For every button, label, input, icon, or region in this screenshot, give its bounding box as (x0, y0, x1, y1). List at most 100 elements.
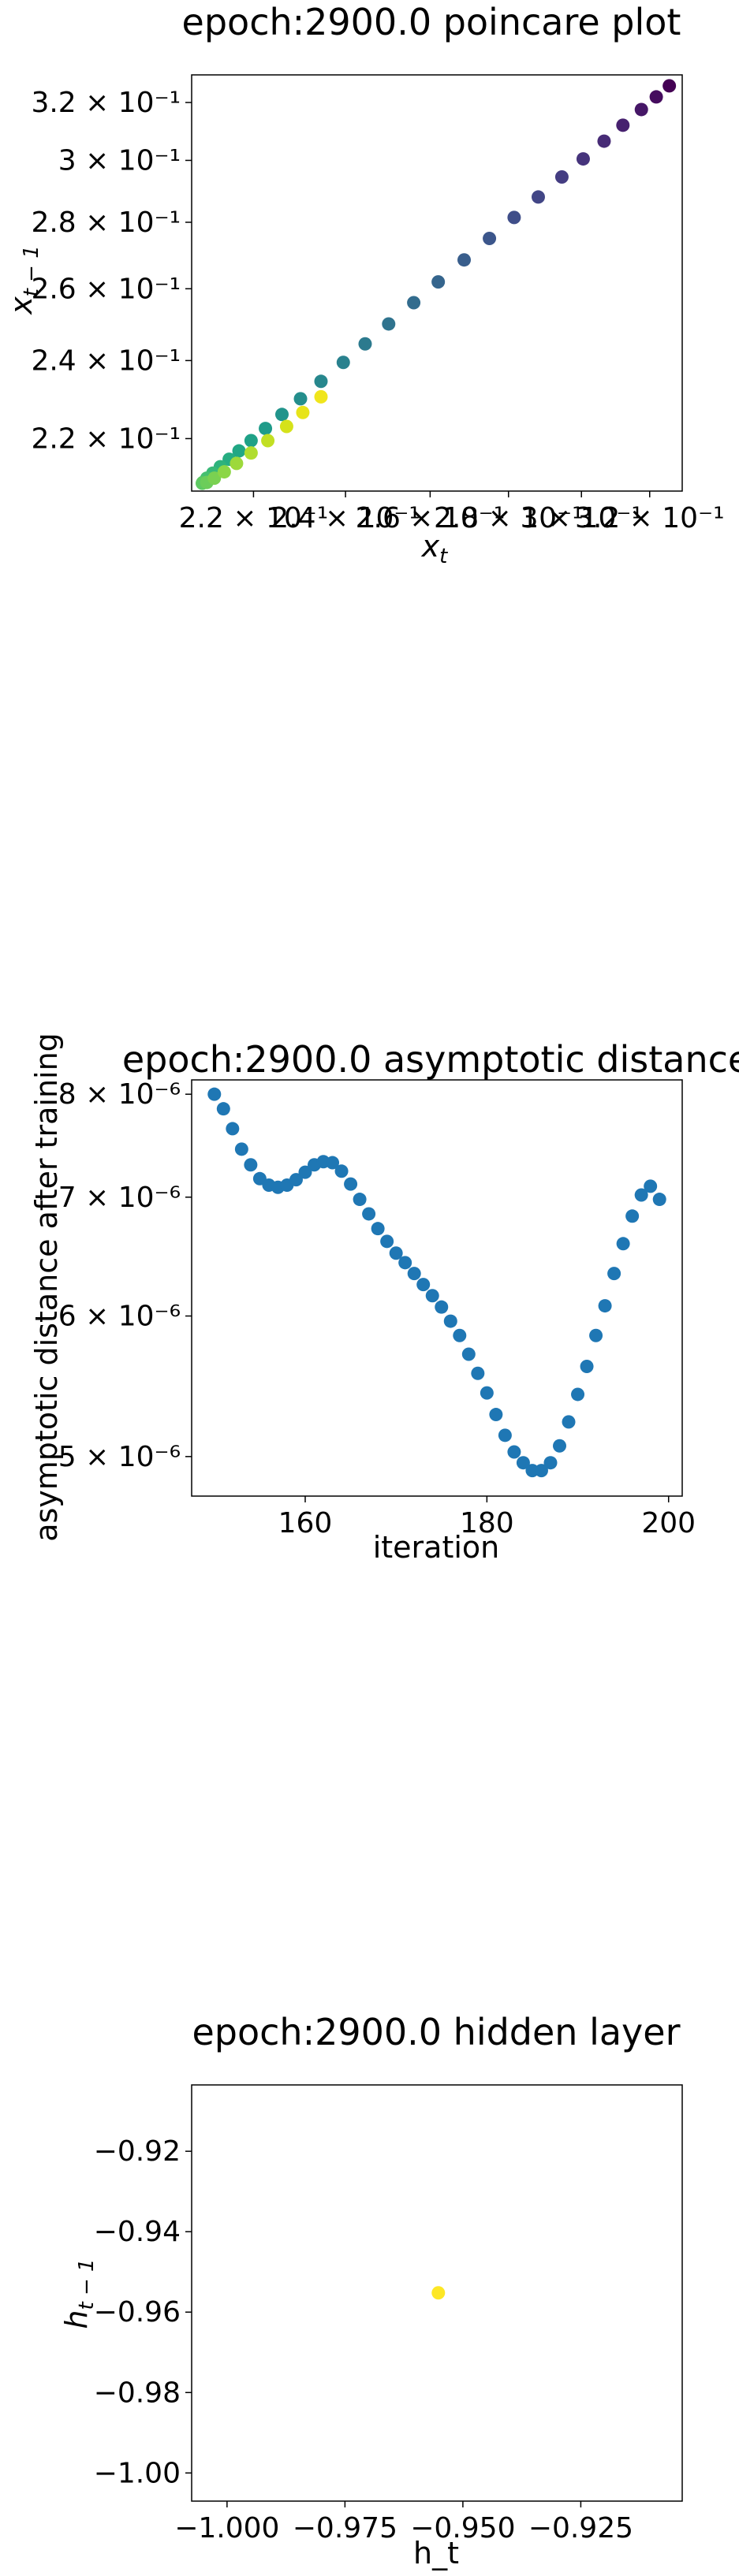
data-point (507, 1445, 521, 1459)
data-point (389, 1246, 403, 1260)
data-point (580, 1360, 594, 1374)
data-point (289, 1173, 303, 1187)
data-point (416, 1278, 431, 1292)
poincare-chart: epoch:2900.0 poincare plot 2.2 × 10⁻¹2.4… (4, 1, 725, 568)
data-point (589, 1328, 603, 1342)
data-point (443, 1314, 457, 1328)
data-point (625, 1209, 640, 1223)
data-point (616, 118, 630, 132)
data-point (644, 1179, 658, 1193)
y-tick-label: 2.2 × 10⁻¹ (31, 423, 181, 455)
y-tick-label: 2.6 × 10⁻¹ (31, 273, 181, 305)
data-point (562, 1415, 576, 1429)
data-point (244, 1158, 258, 1172)
x-tick-label: 3.2 × 10⁻¹ (575, 502, 725, 534)
data-point (226, 1122, 240, 1136)
y-tick-label: −0.96 (94, 2296, 181, 2328)
data-point (649, 90, 663, 104)
x-tick-label: −0.950 (410, 2512, 515, 2544)
data-point (652, 1193, 666, 1207)
y-tick-label: 6 × 10⁻⁶ (58, 1301, 181, 1333)
hidden-title: epoch:2900.0 hidden layer (192, 2011, 681, 2053)
poincare-x-ticks: 2.2 × 10⁻¹2.4 × 10⁻¹2.6 × 10⁻¹2.8 × 10⁻¹… (179, 491, 725, 534)
data-point (489, 1408, 503, 1422)
x-tick-label: −0.925 (528, 2512, 633, 2544)
data-point (234, 1142, 248, 1156)
data-point (244, 446, 258, 460)
data-point (507, 210, 521, 225)
x-tick-label: 200 (641, 1507, 696, 1539)
poincare-y-label: xt − 1 (4, 245, 43, 315)
hidden-x-label: h_t (413, 2536, 459, 2570)
data-point (382, 317, 396, 331)
y-tick-label: 7 × 10⁻⁶ (58, 1182, 181, 1214)
y-tick-label: 3 × 10⁻¹ (58, 144, 181, 177)
data-point (274, 408, 289, 422)
x-tick-label: 180 (460, 1507, 514, 1539)
data-point (230, 456, 244, 471)
data-point (293, 392, 308, 406)
x-tick-label: 2.4 × 10⁻¹ (271, 502, 420, 534)
poincare-title: epoch:2900.0 poincare plot (182, 1, 681, 43)
data-point (344, 1177, 358, 1191)
data-point (259, 422, 273, 436)
y-tick-label: −0.98 (94, 2377, 181, 2409)
data-point (616, 1237, 630, 1251)
y-tick-label: 8 × 10⁻⁶ (58, 1078, 181, 1111)
data-point (296, 405, 310, 419)
data-point (407, 296, 421, 310)
data-point (543, 1456, 558, 1470)
data-point (232, 444, 246, 458)
asymptotic-x-label: iteration (373, 1530, 500, 1565)
data-point (597, 134, 611, 148)
x-tick-label: 3 × 10⁻¹ (521, 502, 643, 534)
y-tick-label: 5 × 10⁻⁶ (58, 1441, 181, 1473)
x-tick-label: −1.000 (174, 2512, 279, 2544)
data-point (634, 102, 648, 117)
data-point (576, 152, 590, 166)
data-point (662, 79, 677, 93)
data-point (244, 434, 258, 448)
data-point (398, 1256, 412, 1270)
y-tick-label: −0.94 (94, 2216, 181, 2248)
y-tick-label: 2.8 × 10⁻¹ (31, 207, 181, 239)
data-point (336, 356, 350, 370)
asymptotic-y-ticks: 5 × 10⁻⁶ 6 × 10⁻⁶ 7 × 10⁻⁶ 8 × 10⁻⁶ (58, 1078, 192, 1473)
data-point (362, 1207, 376, 1221)
asymptotic-x-ticks: 160 180 200 (278, 1496, 696, 1539)
hidden-layer-chart: epoch:2900.0 hidden layer −1.000 −0.975 −0… (59, 2011, 683, 2570)
hidden-y-label: ht − 1 (59, 2258, 99, 2328)
x-tick-label: −0.975 (293, 2512, 397, 2544)
x-tick-label: 160 (278, 1507, 333, 1539)
data-point (531, 190, 545, 204)
data-point (314, 389, 328, 404)
data-point (358, 337, 372, 351)
data-point (353, 1193, 367, 1207)
data-point (480, 1386, 494, 1400)
data-point (634, 1188, 648, 1202)
hidden-y-ticks: −0.92 −0.94 −0.96 −0.98 −1.00 (94, 2135, 192, 2489)
hidden-x-ticks: −1.000 −0.975 −0.950 −0.925 (174, 2501, 633, 2544)
data-point (431, 2286, 446, 2300)
data-point (607, 1267, 621, 1281)
data-point (425, 1289, 439, 1303)
data-point (483, 231, 497, 245)
data-point (554, 170, 569, 184)
data-point (217, 465, 231, 479)
data-point (534, 1464, 548, 1478)
y-tick-label: 3.2 × 10⁻¹ (31, 87, 181, 119)
data-point (216, 1102, 230, 1116)
data-point (207, 1087, 222, 1101)
poincare-x-label: xt (421, 529, 449, 568)
asymptotic-title: epoch:2900.0 asymptotic distance (122, 1038, 739, 1081)
data-point (453, 1328, 467, 1342)
hidden-points (431, 2286, 446, 2300)
data-point (334, 1164, 349, 1178)
asymptotic-distance-chart: epoch:2900.0 asymptotic distance 160 180 2… (29, 1033, 739, 1565)
data-point (207, 471, 222, 486)
data-point (261, 434, 275, 448)
poincare-plot-frame (191, 74, 683, 492)
poincare-y-ticks: 2.2 × 10⁻¹ 2.4 × 10⁻¹ 2.6 × 10⁻¹ 2.8 × 10⁻¹… (31, 87, 192, 455)
y-tick-label: −1.00 (94, 2457, 181, 2489)
